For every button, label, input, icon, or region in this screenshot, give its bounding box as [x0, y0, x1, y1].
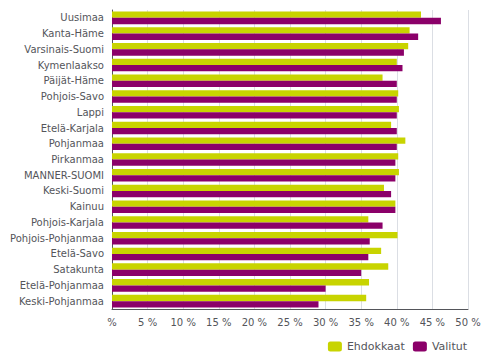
svg-text:Pohjanmaa: Pohjanmaa — [49, 138, 104, 149]
svg-text:Pirkanmaa: Pirkanmaa — [51, 154, 104, 165]
svg-text:Ehdokkaat: Ehdokkaat — [347, 340, 406, 353]
svg-text:Etelä-Karjala: Etelä-Karjala — [41, 123, 104, 134]
svg-text:Pohjois-Karjala: Pohjois-Karjala — [31, 217, 104, 228]
svg-text:Varsinais-Suomi: Varsinais-Suomi — [24, 44, 104, 55]
svg-text:15 %: 15 % — [206, 317, 231, 328]
svg-text:40 %: 40 % — [384, 317, 409, 328]
svg-text:50 %: 50 % — [455, 317, 480, 328]
svg-text:Pohjois-Savo: Pohjois-Savo — [41, 91, 104, 102]
svg-text:Pohjois-Pohjanmaa: Pohjois-Pohjanmaa — [10, 233, 104, 244]
svg-text:Etelä-Pohjanmaa: Etelä-Pohjanmaa — [20, 280, 104, 291]
svg-text:Keski-Pohjanmaa: Keski-Pohjanmaa — [19, 296, 104, 307]
svg-text:Satakunta: Satakunta — [53, 264, 104, 275]
svg-text:Keski-Suomi: Keski-Suomi — [43, 185, 104, 196]
svg-text:MANNER-SUOMI: MANNER-SUOMI — [24, 170, 104, 181]
svg-text:10 %: 10 % — [170, 317, 195, 328]
svg-text:Kymenlaakso: Kymenlaakso — [38, 60, 104, 71]
svg-text:5 %: 5 % — [138, 317, 157, 328]
svg-text:Kainuu: Kainuu — [70, 201, 104, 212]
svg-text:Päijät-Häme: Päijät-Häme — [44, 75, 104, 86]
svg-text:Kanta-Häme: Kanta-Häme — [42, 28, 104, 39]
svg-text:20 %: 20 % — [242, 317, 267, 328]
svg-text:35 %: 35 % — [348, 317, 373, 328]
svg-text:Valitut: Valitut — [432, 340, 468, 353]
svg-text:Etelä-Savo: Etelä-Savo — [51, 248, 104, 259]
svg-text:25 %: 25 % — [277, 317, 302, 328]
svg-text:%: % — [107, 317, 117, 328]
svg-text:Uusimaa: Uusimaa — [60, 12, 104, 23]
svg-text:45 %: 45 % — [420, 317, 445, 328]
svg-text:Lappi: Lappi — [77, 107, 104, 118]
svg-text:30 %: 30 % — [313, 317, 338, 328]
